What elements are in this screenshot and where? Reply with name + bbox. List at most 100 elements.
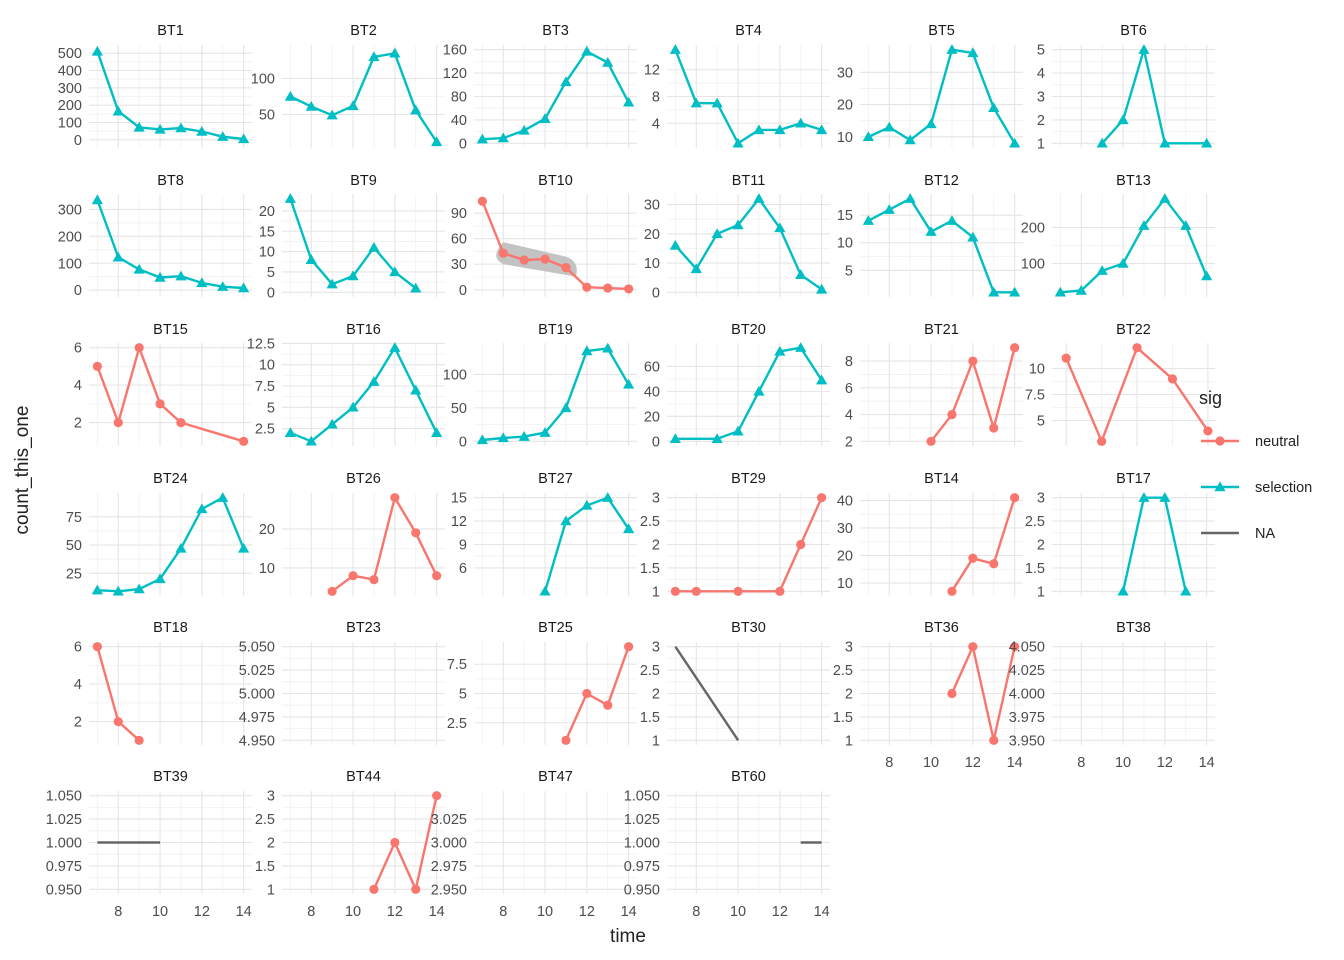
x-tick-label: 8 (692, 904, 700, 920)
y-tick-label: 12.5 (247, 336, 275, 352)
y-tick-label: 1 (652, 733, 660, 749)
data-point (112, 585, 124, 596)
panel-title: BT16 (346, 322, 381, 338)
panel-bt24: 25 50 75 BT24 (66, 471, 252, 596)
series-line-selection (1121, 496, 1187, 592)
data-point (1138, 220, 1150, 230)
y-tick-label: 40 (837, 493, 853, 509)
y-tick-label: 100 (443, 367, 467, 383)
data-point (410, 104, 422, 115)
y-tick-label: 5 (1037, 414, 1045, 430)
data-point (92, 642, 102, 652)
panel-bt23: 4.950 4.975 5.000 5.025 5.050 BT23 (239, 620, 445, 749)
data-point (733, 586, 743, 596)
y-tick-label: 1.025 (46, 812, 82, 828)
panel-title: BT3 (542, 23, 569, 39)
panel-title: BT38 (1116, 620, 1151, 636)
data-point (1010, 493, 1020, 503)
panel-bt2: 50 100 BT2 (251, 23, 445, 148)
data-point (134, 343, 144, 353)
data-point (389, 266, 401, 277)
y-tick-label: 2 (267, 836, 275, 852)
data-point (904, 193, 916, 203)
data-point (775, 586, 785, 596)
y-tick-label: 15 (451, 491, 467, 507)
data-point (968, 642, 978, 652)
panel-title: BT15 (153, 322, 188, 338)
x-tick-label: 12 (194, 904, 210, 920)
panel-bt13: 100 200 BT13 (1021, 173, 1215, 297)
x-tick-label: 8 (1077, 755, 1085, 771)
y-tick-label: 200 (1021, 220, 1045, 236)
y-tick-label: 1.5 (640, 710, 660, 726)
panel-bt38: 3.950 3.975 4.000 4.025 4.050 8 10 12 14 BT38 (1009, 620, 1215, 771)
panel-bt30: 1 1.5 2 2.5 3 BT30 (640, 620, 830, 749)
data-point (711, 228, 723, 238)
data-point (217, 131, 229, 141)
y-tick-label: 2.5 (447, 716, 467, 732)
panel-bt47: 2.950 2.975 3.000 3.025 8 10 12 14 BT47 (431, 769, 637, 920)
y-tick-label: 1.5 (1025, 561, 1045, 577)
y-tick-label: 15 (837, 208, 853, 224)
data-point (518, 124, 530, 135)
data-point (411, 528, 421, 538)
data-point (795, 117, 807, 128)
y-tick-label: 10 (837, 236, 853, 252)
data-point (92, 361, 102, 372)
data-point (967, 231, 979, 242)
y-tick-label: 1.000 (46, 836, 82, 852)
y-tick-label: 0 (74, 283, 82, 299)
data-point (390, 493, 400, 503)
y-tick-label: 12 (451, 514, 467, 530)
y-tick-label: 3.975 (1009, 710, 1045, 726)
y-tick-label: 10 (644, 256, 660, 272)
y-tick-label: 4.975 (239, 710, 275, 726)
data-point (154, 123, 166, 134)
y-tick-label: 90 (451, 206, 467, 222)
data-point (669, 239, 681, 250)
y-tick-label: 6 (459, 561, 467, 577)
panel-bt39: 0.950 0.975 1.000 1.025 1.050 8 10 12 14 BT39 (46, 769, 252, 920)
y-tick-label: 25 (66, 566, 82, 582)
panel-bt16: 2.5 5 7.5 10 12.5 BT16 (247, 322, 445, 446)
legend-marker (1214, 481, 1226, 492)
panel-bt9: 0 5 10 15 20 BT9 (259, 173, 445, 301)
panel-title: BT19 (538, 322, 573, 338)
data-point (1054, 286, 1066, 297)
y-tick-label: 1 (267, 882, 275, 898)
data-point (390, 837, 400, 848)
y-tick-label: 20 (644, 227, 660, 243)
y-tick-label: 40 (644, 384, 660, 400)
data-point (925, 226, 937, 236)
data-point (1009, 137, 1021, 148)
panel-title: BT36 (924, 620, 959, 636)
data-point (1075, 284, 1087, 295)
x-tick-label: 14 (236, 904, 252, 920)
data-point (926, 436, 936, 446)
legend-label: neutral (1255, 434, 1299, 450)
data-point (498, 248, 508, 258)
data-point (947, 586, 957, 596)
data-point (1167, 374, 1178, 384)
y-tick-label: 2 (1037, 538, 1045, 554)
data-point (347, 100, 359, 111)
y-tick-label: 8 (845, 354, 853, 370)
y-tick-label: 2.5 (640, 663, 660, 679)
data-point (217, 492, 229, 502)
y-tick-label: 80 (451, 90, 467, 106)
legend: sig neutral selection NA (1199, 388, 1312, 542)
panel-bt36: 1 1.5 2 2.5 3 8 10 12 14 BT36 (833, 620, 1023, 771)
data-point (91, 194, 103, 205)
x-tick-label: 12 (965, 755, 981, 771)
data-point (369, 575, 379, 585)
y-tick-label: 4 (1037, 66, 1045, 82)
y-tick-label: 1.5 (255, 859, 275, 875)
panel-bt12: 5 10 15 BT12 (837, 173, 1023, 297)
y-tick-label: 1.5 (640, 561, 660, 577)
data-point (133, 263, 145, 274)
series-line-selection (97, 496, 245, 593)
y-tick-label: 1 (652, 584, 660, 600)
y-tick-label: 5 (459, 687, 467, 703)
data-point (669, 433, 681, 444)
data-point (925, 118, 937, 129)
